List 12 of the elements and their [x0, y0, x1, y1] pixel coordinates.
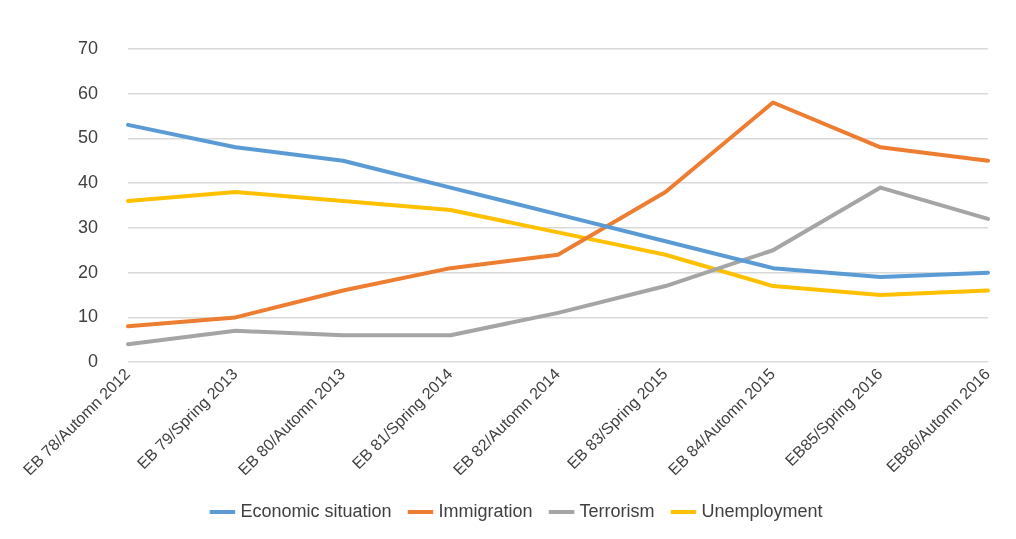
y-tick-label: 40 — [77, 172, 99, 193]
y-tick-label: 20 — [77, 261, 99, 282]
legend-label: Economic situation — [240, 500, 392, 521]
legend-label: Immigration — [438, 500, 533, 521]
y-tick-label: 60 — [77, 82, 99, 103]
y-tick-label: 0 — [88, 351, 99, 372]
y-tick-label: 50 — [77, 127, 99, 148]
y-tick-label: 70 — [77, 37, 99, 58]
y-tick-label: 10 — [77, 306, 99, 327]
y-tick-label: 30 — [77, 216, 99, 237]
legend-label: Unemployment — [701, 500, 823, 521]
legend-label: Terrorism — [579, 500, 655, 521]
